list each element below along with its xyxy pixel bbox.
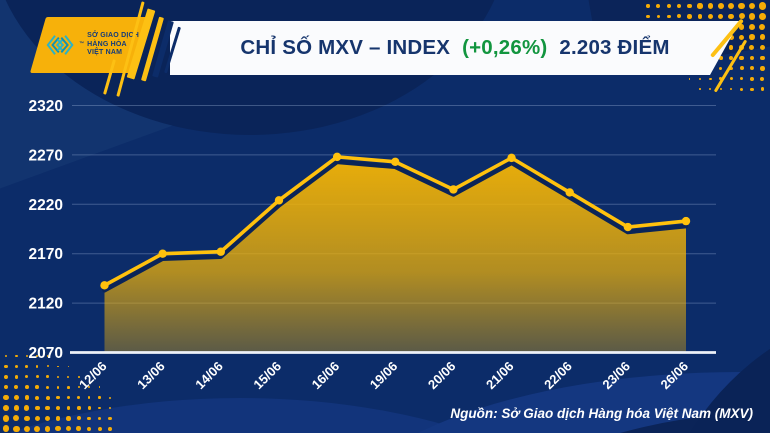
area-fill bbox=[104, 161, 686, 352]
x-axis-label: 12/06 bbox=[76, 359, 110, 393]
x-axis-label: 21/06 bbox=[483, 359, 517, 393]
data-point bbox=[100, 281, 109, 290]
data-point bbox=[391, 157, 400, 167]
data-point bbox=[623, 222, 633, 232]
data-point bbox=[274, 196, 284, 205]
x-axis-label: 15/06 bbox=[250, 359, 284, 393]
x-axis-label: 22/06 bbox=[541, 359, 575, 393]
y-axis-label: 2170 bbox=[29, 246, 63, 263]
y-axis-label: 2220 bbox=[29, 197, 63, 214]
title-text: CHỈ SỐ MXV – INDEX bbox=[240, 36, 451, 59]
y-axis-labels: 2320 2270 2220 2170 2120 2070 bbox=[29, 98, 63, 362]
title-index-value: 2.203 ĐIỂM bbox=[559, 36, 670, 59]
x-axis-label: 19/06 bbox=[367, 359, 401, 393]
y-axis-label: 2320 bbox=[29, 98, 63, 115]
data-point bbox=[681, 216, 691, 226]
x-axis-label: 26/06 bbox=[658, 359, 692, 393]
data-point bbox=[449, 185, 458, 194]
y-axis-label: 2070 bbox=[29, 345, 63, 362]
data-point bbox=[507, 153, 516, 163]
data-point bbox=[332, 152, 342, 162]
line-shadow bbox=[102, 159, 689, 293]
data-point bbox=[158, 249, 167, 258]
data-point bbox=[216, 247, 225, 256]
x-axis-label: 23/06 bbox=[599, 359, 633, 393]
x-axis-label: 20/06 bbox=[425, 359, 459, 393]
x-axis-labels: 12/06 13/06 14/06 15/06 16/06 19/06 20/06 21/06… bbox=[76, 359, 691, 393]
title-banner: CHỈ SỐ MXV – INDEX (+0,26%) 2.203 ĐIỂM bbox=[170, 21, 740, 75]
x-axis-label: 16/06 bbox=[309, 359, 343, 393]
source-credit: Nguồn: Sở Giao dịch Hàng hóa Việt Nam (M… bbox=[450, 406, 753, 421]
chart-title: CHỈ SỐ MXV – INDEX (+0,26%) 2.203 ĐIỂM bbox=[240, 36, 669, 60]
y-axis-label: 2120 bbox=[29, 296, 63, 313]
trademark-symbol: ™ bbox=[78, 41, 84, 48]
mxv-logo-icon bbox=[46, 35, 74, 55]
y-axis-label: 2270 bbox=[29, 147, 63, 164]
x-axis-label: 14/06 bbox=[192, 359, 226, 393]
title-change-percent: (+0,26%) bbox=[462, 36, 548, 59]
x-axis-label: 13/06 bbox=[134, 359, 168, 393]
data-point bbox=[565, 188, 574, 197]
